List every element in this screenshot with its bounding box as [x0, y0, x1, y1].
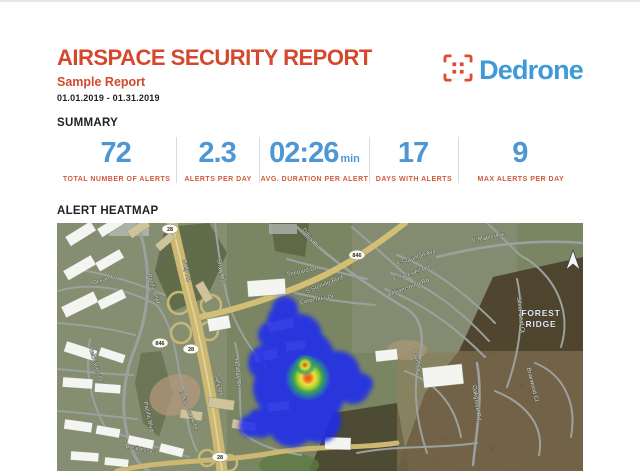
heat-circle — [353, 374, 373, 395]
stat-label: TOTAL NUMBER OF ALERTS — [62, 176, 171, 184]
stat-label: ALERTS PER DAY — [184, 176, 252, 184]
map-highways — [114, 223, 408, 471]
map-road-label: Oakgrove Rd — [471, 385, 482, 421]
stat-value: 02:26 min — [269, 137, 360, 170]
map-road-label: Davis Dr — [411, 349, 422, 373]
north-arrow-icon — [565, 248, 581, 272]
stat-value: 72 — [100, 137, 132, 170]
report-subtitle: Sample Report — [57, 75, 146, 90]
route-shield — [161, 223, 179, 235]
route-shield — [348, 249, 366, 261]
map-road-label: Shaw Rd — [215, 258, 224, 283]
stat-max-alerts-per-day: 9 MAX ALERTS PER DAY — [457, 137, 583, 184]
route-shield-number: 846 — [155, 341, 164, 347]
stat-total-alerts: 72 TOTAL NUMBER OF ALERTS — [57, 137, 176, 184]
report-header-left: AIRSPACE SECURITY REPORT Sample Report 0… — [57, 46, 372, 103]
map-road-label: Sully Rd — [213, 373, 223, 396]
place-label: RIDGE — [526, 319, 557, 329]
route-shield-number: 28 — [167, 227, 173, 233]
stat-alerts-per-day: 2.3 ALERTS PER DAY — [176, 137, 259, 184]
route-shield-number: 28 — [217, 455, 223, 461]
stat-label: AVG. DURATION PER ALERT — [260, 176, 369, 184]
route-shield-number: 846 — [352, 253, 361, 259]
stat-value: 9 — [512, 137, 528, 170]
route-shield — [182, 343, 200, 355]
heatmap-overlay — [239, 296, 373, 448]
heat-blob — [239, 296, 373, 448]
stat-label: DAYS WITH ALERTS — [375, 176, 453, 184]
report-date-range: 01.01.2019 - 01.31.2019 — [57, 93, 160, 104]
stat-value: 2.3 — [198, 137, 236, 170]
heatmap-heading: ALERT HEATMAP — [57, 205, 159, 218]
heat-circle — [297, 399, 341, 444]
map-roads — [57, 223, 583, 471]
map-road-label: Holiday Dr — [233, 359, 242, 387]
stat-avg-duration: 02:26 min AVG. DURATION PER ALERT — [258, 137, 369, 184]
summary-stats: 72 TOTAL NUMBER OF ALERTS 2.3 ALERTS PER… — [57, 137, 583, 184]
alert-heatmap-map: Ocean Ct Pacific Blvd Sully Rd Shaw Rd Davis… — [57, 223, 583, 471]
summary-heading: SUMMARY — [57, 117, 119, 130]
map-road-label: Silver Leaf Ct — [515, 297, 525, 334]
route-shield — [211, 451, 229, 463]
heat-hotspot-secondary — [294, 354, 316, 377]
route-shield-number: 28 — [188, 347, 194, 353]
dedrone-logo-text: Dedrone — [479, 55, 584, 85]
heat-circle — [239, 415, 261, 438]
place-label: FOREST — [521, 308, 560, 318]
map-road-label: Sully Rd — [181, 259, 192, 282]
page-title: AIRSPACE SECURITY REPORT — [57, 45, 372, 70]
stat-label: MAX ALERTS PER DAY — [477, 176, 565, 184]
route-shields: 28 846 846 28 28 — [151, 223, 366, 463]
dedrone-logo-icon — [443, 54, 473, 87]
report-header: AIRSPACE SECURITY REPORT Sample Report 0… — [57, 2, 584, 103]
stat-days-with-alerts: 17 DAYS WITH ALERTS — [369, 137, 458, 184]
route-shield — [151, 337, 169, 349]
stat-value: 17 — [397, 137, 429, 170]
dedrone-logo: Dedrone — [443, 54, 584, 87]
